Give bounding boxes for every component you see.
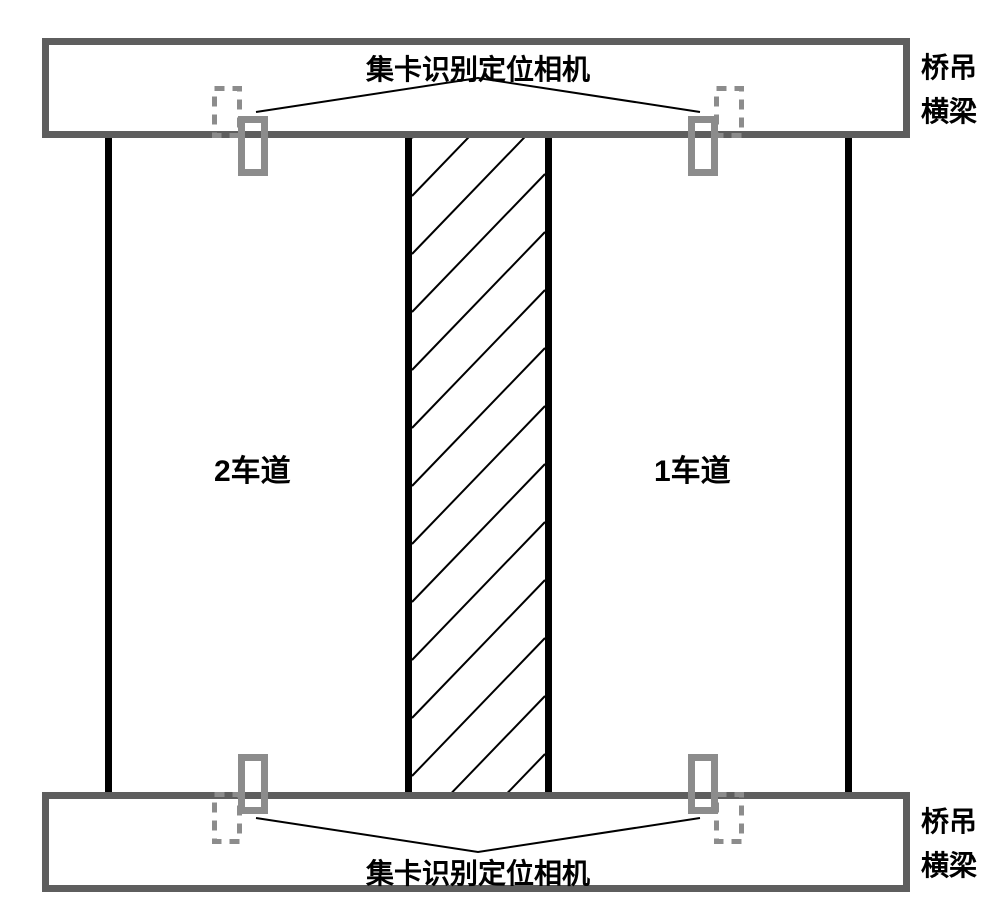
- lane-line-3: [545, 138, 552, 792]
- label-beam-bottom-right-line2: 横梁: [921, 844, 977, 884]
- label-beam-bottom-right-line1: 桥吊: [921, 800, 977, 840]
- label-lane-1: 1车道: [654, 446, 731, 490]
- label-beam-top-right-line2: 横梁: [921, 90, 977, 130]
- label-beam-top-right-line1: 桥吊: [921, 46, 977, 86]
- camera-top-left-solid: [238, 116, 268, 176]
- label-camera-top: 集卡识别定位相机: [366, 48, 590, 88]
- diagram-canvas: 集卡识别定位相机 集卡识别定位相机 1车道 2车道 桥吊 横梁 桥吊 横梁: [0, 0, 1000, 922]
- camera-bottom-left-dashed: [212, 792, 242, 844]
- lane-line-2: [405, 138, 412, 792]
- camera-top-right-dashed: [714, 86, 744, 138]
- lane-line-4: [845, 138, 852, 792]
- hatched-median: [412, 138, 545, 792]
- label-camera-bottom: 集卡识别定位相机: [366, 852, 590, 892]
- camera-top-right-solid: [688, 116, 718, 176]
- camera-bottom-right-dashed: [714, 792, 744, 844]
- label-lane-2: 2车道: [214, 446, 291, 490]
- lane-line-1: [105, 138, 112, 792]
- camera-bottom-left-solid: [238, 754, 268, 814]
